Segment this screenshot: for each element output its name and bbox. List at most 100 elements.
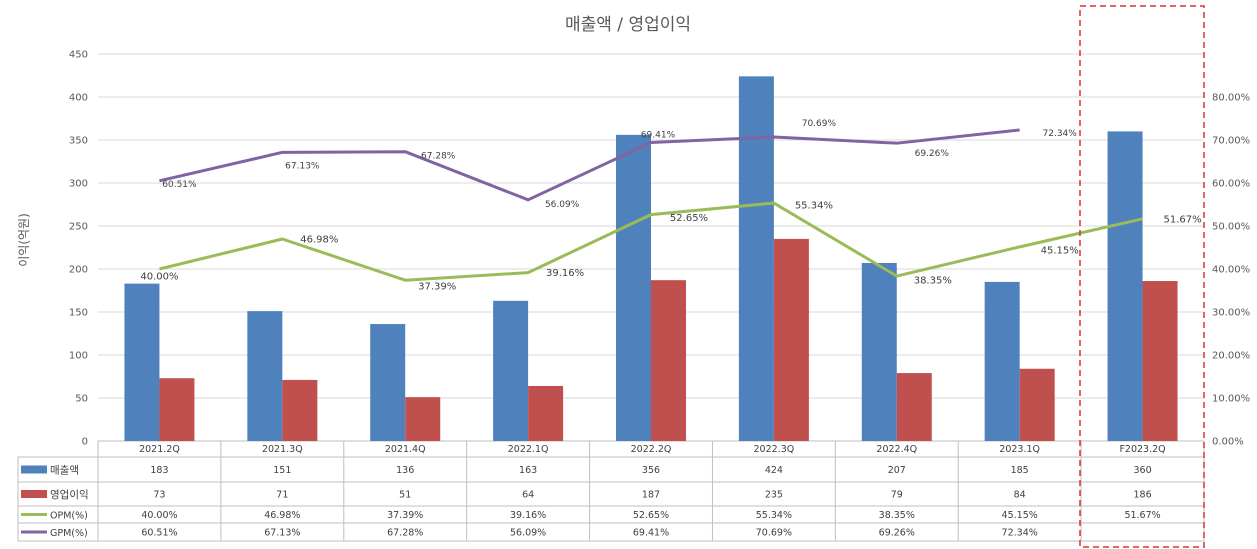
table-cell: 183: [150, 465, 168, 476]
bar-operating-profit: [528, 385, 564, 441]
table-cell: 60.51%: [141, 528, 177, 539]
table-cell: 235: [765, 490, 783, 501]
y2-tick-label: 30.00%: [1212, 308, 1250, 319]
y-tick-label: 450: [69, 50, 88, 61]
opm-data-label: 40.00%: [140, 272, 178, 283]
y-tick-label: 200: [69, 265, 88, 276]
table-cell: 55.34%: [756, 510, 792, 521]
opm-data-label: 51.67%: [1163, 214, 1201, 225]
y2-tick-label: 0.00%: [1212, 437, 1244, 448]
bar-revenue: [370, 324, 406, 441]
table-cell: 84: [1014, 490, 1026, 501]
table-cell: 73: [153, 490, 165, 501]
table-category-label: 2021.4Q: [385, 444, 426, 455]
bar-operating-profit: [1142, 281, 1178, 441]
table-cell: 45.15%: [1002, 510, 1038, 521]
table-series-name: OPM(%): [50, 510, 88, 521]
data-table: 2021.2Q 2021.3Q 2021.4Q 2022.1Q 2022.2Q 2022.…: [17, 441, 1205, 542]
y-tick-label: 300: [69, 179, 88, 190]
table-cell: 424: [765, 465, 783, 476]
y2-tick-label: 80.00%: [1212, 93, 1250, 104]
table-category-label: 2022.4Q: [876, 444, 917, 455]
opm-data-label: 37.39%: [418, 282, 456, 293]
opm-data-label: 46.98%: [300, 234, 338, 245]
table-series-name: 매출액: [50, 464, 79, 476]
y-axis-ticks: 0 50 100 150 200 250 300 350 400 450: [69, 50, 88, 448]
table-cell: 207: [888, 465, 906, 476]
table-cell: 151: [273, 465, 291, 476]
forecast-highlight-box: [1079, 5, 1205, 548]
table-cell: 67.13%: [264, 528, 300, 539]
bar-revenue: [738, 76, 774, 442]
bar-operating-profit: [1019, 368, 1055, 441]
bar-revenue: [616, 134, 651, 441]
legend-swatch: [21, 490, 47, 498]
table-cell: 56.09%: [510, 528, 546, 539]
y2-tick-label: 40.00%: [1212, 265, 1250, 276]
bar-revenue: [247, 311, 283, 441]
table-cell: 136: [396, 465, 414, 476]
bar-revenue: [124, 283, 160, 441]
opm-data-label: 39.16%: [546, 268, 584, 279]
bar-operating-profit: [651, 280, 686, 441]
gpm-data-label: 67.28%: [421, 152, 456, 162]
table-category-label: 2021.3Q: [262, 444, 303, 455]
y2-tick-label: 60.00%: [1212, 179, 1250, 190]
bar-revenue: [493, 300, 529, 441]
table-category-label: 2023.1Q: [999, 444, 1040, 455]
table-cell: 71: [276, 490, 288, 501]
y-tick-label: 250: [69, 222, 88, 233]
y2-tick-label: 10.00%: [1212, 394, 1250, 405]
bar-operating-profit: [896, 373, 932, 441]
gpm-data-label: 72.34%: [1043, 129, 1078, 139]
legend-swatch: [21, 465, 47, 474]
gpm-data-label: 67.13%: [285, 161, 320, 171]
table-cell: 69.26%: [879, 528, 915, 539]
table-cell: 360: [1133, 465, 1151, 476]
table-series-name: 영업이익: [50, 488, 89, 501]
bar-operating-profit: [405, 397, 441, 441]
table-cell: 39.16%: [510, 510, 546, 521]
bar-revenue: [984, 281, 1020, 441]
y-tick-label: 400: [69, 93, 88, 104]
table-category-label: 2021.2Q: [139, 444, 180, 455]
table-cell: 79: [891, 490, 903, 501]
y2-tick-label: 70.00%: [1212, 136, 1250, 147]
table-cell: 51.67%: [1124, 510, 1160, 521]
line-opm: [159, 201, 1143, 282]
gpm-data-label: 60.51%: [162, 180, 197, 190]
table-cell: 72.34%: [1002, 528, 1038, 539]
opm-data-label: 38.35%: [914, 276, 952, 287]
y-tick-label: 100: [69, 351, 88, 362]
y2-axis-ticks: 0.00% 10.00% 20.00% 30.00% 40.00% 50.00% 60.00…: [1212, 93, 1250, 448]
table-cell: 38.35%: [879, 510, 915, 521]
y-tick-label: 50: [75, 394, 88, 405]
y2-tick-label: 20.00%: [1212, 351, 1250, 362]
table-cell: 51: [399, 490, 411, 501]
lines: [159, 128, 1143, 282]
opm-data-label: 55.34%: [795, 201, 833, 212]
bar-revenue: [861, 262, 897, 441]
bar-operating-profit: [773, 238, 809, 441]
bar-revenue: [1107, 131, 1143, 441]
gpm-data-label: 56.09%: [545, 200, 580, 210]
table-cell: 37.39%: [387, 510, 423, 521]
table-category-label: 2022.1Q: [508, 444, 549, 455]
table-category-label: 2022.3Q: [754, 444, 795, 455]
gpm-data-label: 70.69%: [802, 119, 837, 129]
table-cell: 40.00%: [141, 510, 177, 521]
table-cell: 52.65%: [633, 510, 669, 521]
opm-data-label: 52.65%: [670, 213, 708, 224]
table-cell: 64: [522, 490, 534, 501]
table-cell: 46.98%: [264, 510, 300, 521]
bar-operating-profit: [159, 378, 195, 441]
gpm-data-label: 69.26%: [915, 149, 950, 159]
table-cell: 70.69%: [756, 528, 792, 539]
table-series-name: GPM(%): [50, 528, 88, 539]
gpm-data-label: 69.41%: [641, 131, 676, 141]
table-cell: 356: [642, 465, 660, 476]
y2-tick-label: 50.00%: [1212, 222, 1250, 233]
y-tick-label: 350: [69, 136, 88, 147]
opm-data-label: 45.15%: [1041, 245, 1079, 256]
